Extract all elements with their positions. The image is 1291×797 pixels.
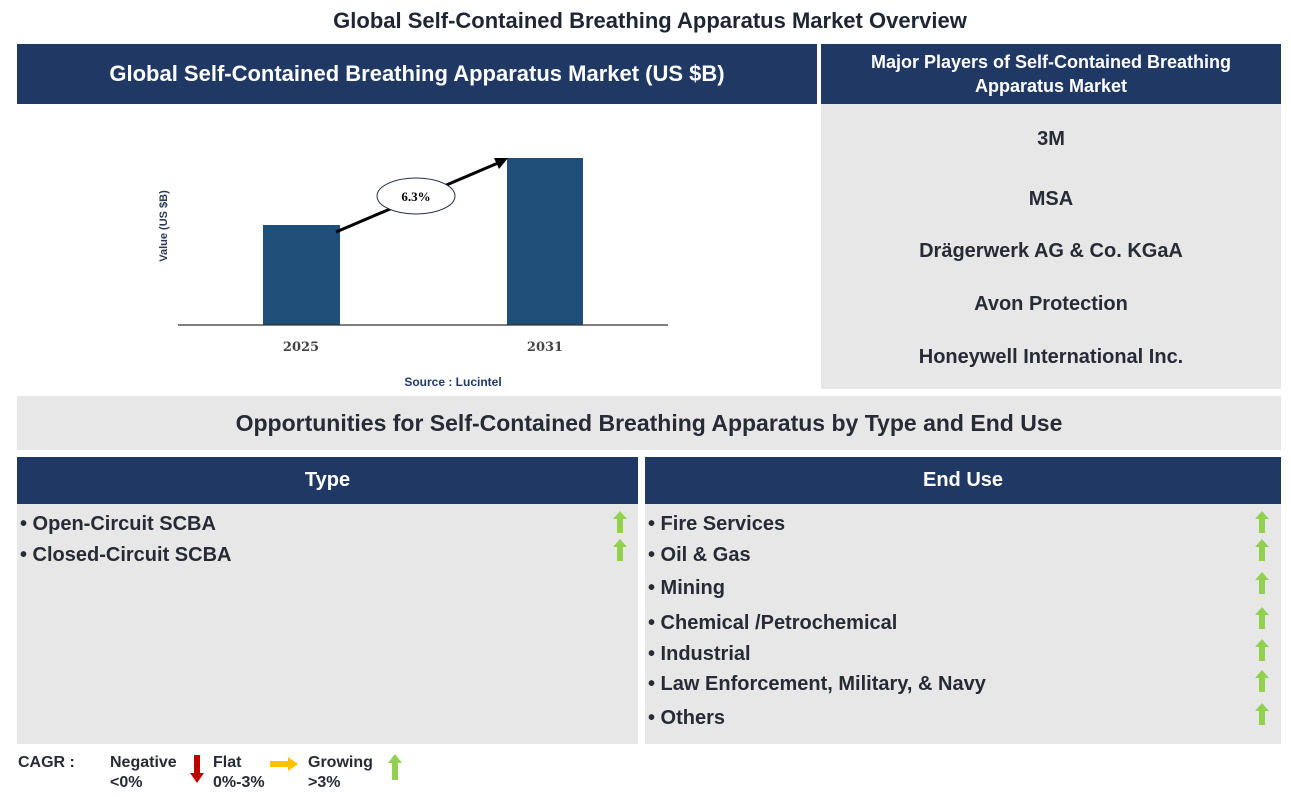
type-list: • Open-Circuit SCBA • Closed-Circuit SCB… (17, 504, 638, 744)
opportunities-banner: Opportunities for Self-Contained Breathi… (17, 396, 1281, 450)
type-header: Type (17, 457, 638, 504)
growing-arrow-icon (1255, 670, 1269, 692)
growing-arrow-icon (1255, 639, 1269, 661)
end-use-item: • Industrial (648, 643, 751, 665)
cagr-bubble (376, 177, 456, 215)
legend-growing-name: Growing (308, 754, 373, 771)
player-item: Honeywell International Inc. (918, 346, 1184, 368)
growing-arrow-icon (1255, 572, 1269, 594)
growing-arrow-icon (613, 539, 627, 561)
player-item: MSA (1028, 188, 1074, 210)
bar-2025 (263, 225, 340, 325)
legend-flat-range: 0%-3% (213, 774, 265, 791)
legend-negative-name: Negative (110, 754, 177, 771)
end-use-item: • Others (648, 707, 726, 729)
end-use-item: • Chemical /Petrochemical (648, 612, 898, 634)
type-item: • Closed-Circuit SCBA (20, 544, 232, 566)
market-chart-header: Global Self-Contained Breathing Apparatu… (17, 44, 817, 104)
end-use-item: • Fire Services (648, 513, 786, 535)
growing-arrow-icon (1255, 703, 1269, 725)
y-axis-label: Value (US $B) (158, 190, 170, 262)
growing-arrow-icon (1255, 607, 1269, 629)
legend-label: CAGR : (18, 754, 75, 771)
player-item: Drägerwerk AG & Co. KGaA (919, 240, 1183, 262)
negative-arrow-icon (190, 755, 204, 783)
players-header-text: Major Players of Self-Contained Breathin… (870, 52, 1232, 96)
x-tick-2031: 2031 (527, 340, 563, 355)
chart-source: Source : Lucintel (404, 375, 501, 389)
player-item: 3M (1037, 128, 1065, 150)
end-use-list: • Fire Services • Oil & Gas • Mining • C… (645, 504, 1281, 744)
end-use-item: • Oil & Gas (648, 544, 751, 566)
growing-arrow-icon (613, 511, 627, 533)
legend-negative-range: <0% (110, 774, 143, 791)
growing-arrow-icon (388, 754, 402, 780)
bar-2031 (507, 158, 583, 325)
growing-arrow-icon (1255, 539, 1269, 561)
end-use-header: End Use (645, 457, 1281, 504)
end-use-item: • Law Enforcement, Military, & Navy (648, 673, 986, 695)
type-item: • Open-Circuit SCBA (20, 513, 216, 535)
end-use-item: • Mining (648, 577, 725, 599)
player-item: Avon Protection (974, 293, 1128, 315)
market-bar-chart: Value (US $B) 6.3% 2025 2031 Source : Lu… (158, 158, 668, 389)
growing-arrow-icon (1255, 511, 1269, 533)
page-title: Global Self-Contained Breathing Apparatu… (333, 8, 967, 33)
players-panel: 3M MSA Drägerwerk AG & Co. KGaA Avon Pro… (821, 104, 1281, 389)
flat-arrow-icon (270, 757, 298, 771)
legend-flat-name: Flat (213, 754, 242, 771)
players-header: Major Players of Self-Contained Breathin… (821, 44, 1281, 104)
x-tick-2025: 2025 (283, 340, 319, 355)
legend-growing-range: >3% (308, 774, 341, 791)
cagr-arrow-head (494, 158, 508, 169)
cagr-value: 6.3% (401, 189, 430, 204)
